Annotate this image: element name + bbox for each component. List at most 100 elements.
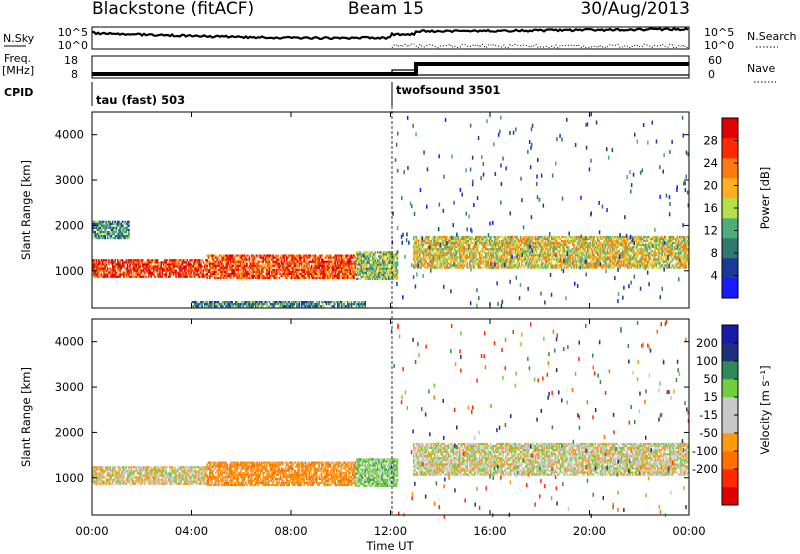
echo-cell bbox=[648, 246, 650, 249]
echo-cell bbox=[213, 270, 216, 273]
echo-cell bbox=[628, 252, 630, 255]
echo-cell bbox=[648, 244, 650, 247]
echo-cell bbox=[264, 254, 267, 257]
echo-cell bbox=[537, 258, 539, 261]
echo-cell bbox=[444, 266, 446, 269]
echo-cell bbox=[159, 265, 161, 268]
echo-cell bbox=[544, 252, 547, 255]
echo-cell bbox=[126, 228, 129, 231]
echo-cell bbox=[558, 246, 560, 249]
echo-cell bbox=[396, 263, 399, 266]
echo-cell bbox=[592, 242, 594, 245]
echo-cell bbox=[143, 271, 145, 274]
echo-cell bbox=[175, 269, 177, 272]
echo-cell bbox=[541, 260, 543, 263]
echo-cell bbox=[102, 237, 104, 240]
echo-cell bbox=[635, 264, 638, 267]
echo-cell bbox=[287, 256, 289, 259]
echo-cell bbox=[582, 258, 584, 261]
echo-cell bbox=[437, 248, 440, 251]
echo-cell bbox=[228, 256, 231, 259]
echo-cell bbox=[135, 259, 138, 262]
echo-cell bbox=[645, 235, 648, 239]
echo-cell bbox=[356, 259, 359, 262]
echo-cell bbox=[222, 268, 225, 271]
echo-cell bbox=[439, 237, 441, 241]
echo-cell bbox=[391, 253, 394, 256]
echo-cell bbox=[534, 264, 537, 267]
echo-cell bbox=[424, 254, 426, 257]
echo-cell bbox=[446, 266, 449, 269]
echo-cell bbox=[449, 239, 451, 243]
echo-cell bbox=[356, 271, 359, 274]
echo-cell bbox=[93, 275, 95, 278]
echo-cell bbox=[237, 270, 240, 273]
echo-cell bbox=[613, 250, 615, 253]
echo-cell bbox=[226, 260, 228, 263]
echo-cell bbox=[231, 256, 233, 259]
echo-cell bbox=[384, 261, 386, 264]
echo-cell bbox=[257, 262, 259, 265]
echo-cell bbox=[563, 262, 565, 265]
echo-cell bbox=[307, 254, 309, 257]
echo-cell bbox=[151, 261, 154, 264]
echo-cell bbox=[313, 276, 315, 280]
echo-cell bbox=[635, 258, 638, 261]
echo-cell bbox=[445, 266, 447, 269]
echo-cell bbox=[422, 248, 425, 251]
echo-cell bbox=[303, 270, 305, 273]
echo-cell bbox=[482, 242, 485, 245]
echo-cell bbox=[248, 266, 251, 269]
echo-cell bbox=[634, 260, 636, 263]
echo-cell bbox=[558, 235, 560, 239]
echo-cell bbox=[277, 264, 279, 267]
echo-cell bbox=[604, 242, 606, 245]
echo-cell bbox=[115, 275, 118, 278]
echo-cell bbox=[215, 274, 217, 278]
echo-cell bbox=[371, 265, 374, 268]
echo-cell bbox=[445, 258, 447, 261]
echo-cell bbox=[650, 242, 652, 245]
echo-cell bbox=[310, 272, 313, 275]
echo-cell bbox=[129, 265, 131, 268]
echo-cell bbox=[118, 230, 120, 234]
echo-cell bbox=[488, 237, 491, 241]
echo-cell bbox=[184, 261, 186, 264]
echo-cell bbox=[237, 274, 240, 278]
echo-cell bbox=[114, 269, 116, 272]
echo-cell bbox=[189, 265, 191, 268]
echo-cell bbox=[133, 275, 135, 278]
echo-cell bbox=[323, 260, 325, 263]
echo-cell bbox=[328, 262, 330, 265]
echo-cell bbox=[216, 276, 218, 280]
echo-cell bbox=[267, 254, 269, 257]
echo-cell bbox=[458, 252, 461, 255]
echo-cell bbox=[370, 265, 373, 268]
echo-cell bbox=[276, 260, 278, 263]
echo-cell bbox=[665, 264, 667, 267]
echo-cell bbox=[439, 252, 441, 255]
echo-cell bbox=[522, 252, 524, 255]
echo-cell bbox=[478, 235, 481, 239]
echo-cell bbox=[590, 266, 593, 269]
echo-cell bbox=[624, 256, 626, 259]
echo-cell bbox=[671, 237, 674, 241]
echo-cell bbox=[230, 272, 232, 275]
echo-cell bbox=[432, 239, 435, 243]
echo-cell bbox=[483, 256, 486, 259]
echo-cell bbox=[106, 273, 109, 276]
echo-cell bbox=[536, 264, 538, 267]
echo-cell bbox=[351, 270, 354, 273]
echo-cell bbox=[503, 260, 506, 263]
echo-cell bbox=[615, 264, 618, 267]
echo-cell bbox=[575, 266, 578, 269]
echo-cell bbox=[633, 237, 635, 241]
echo-cell bbox=[468, 256, 471, 259]
echo-cell bbox=[380, 267, 383, 270]
echo-cell bbox=[452, 258, 455, 261]
echo-cell bbox=[135, 275, 138, 278]
echo-cell bbox=[486, 244, 488, 247]
echo-cell bbox=[383, 265, 385, 268]
echo-cell bbox=[123, 273, 125, 276]
echo-cell bbox=[532, 246, 534, 249]
